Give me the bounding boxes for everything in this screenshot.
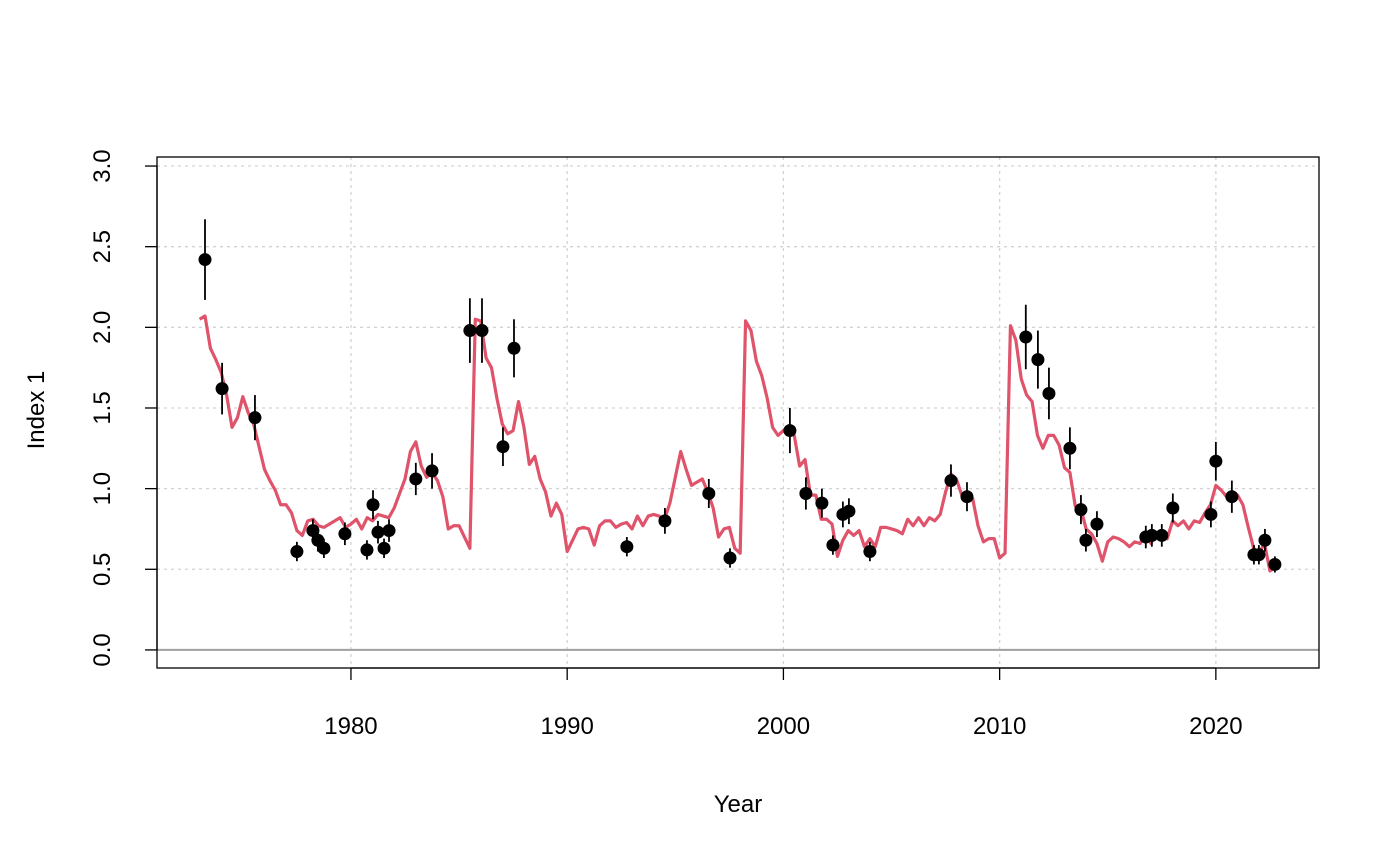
- data-point: [1268, 557, 1282, 571]
- data-point: [1204, 507, 1218, 521]
- data-point: [1031, 353, 1045, 367]
- data-point: [702, 486, 716, 500]
- x-tick-label: 2010: [973, 713, 1026, 740]
- data-point: [371, 525, 385, 539]
- data-point: [215, 382, 229, 396]
- y-tick-label: 1.5: [89, 391, 116, 424]
- data-point: [1225, 490, 1239, 504]
- data-point: [944, 474, 958, 488]
- data-point: [1145, 528, 1159, 542]
- data-point: [1166, 501, 1180, 515]
- x-tick-label: 2020: [1189, 713, 1242, 740]
- data-point: [1042, 386, 1056, 400]
- data-point: [1155, 528, 1169, 542]
- data-point: [463, 324, 477, 338]
- data-point: [317, 541, 331, 555]
- data-point: [826, 538, 840, 552]
- x-axis-label: Year: [714, 791, 763, 818]
- data-point: [382, 524, 396, 538]
- data-point: [425, 464, 439, 478]
- y-axis-label: Index 1: [23, 371, 50, 450]
- data-point: [1074, 503, 1088, 517]
- x-tick-label: 1990: [540, 713, 593, 740]
- data-point: [496, 440, 510, 454]
- data-point: [290, 545, 304, 559]
- data-point: [1019, 330, 1033, 344]
- y-tick-label: 3.0: [89, 149, 116, 182]
- y-tick-label: 0.0: [89, 633, 116, 666]
- data-point: [842, 504, 856, 518]
- data-point: [1252, 548, 1266, 562]
- data-point: [475, 324, 489, 338]
- data-point: [620, 540, 634, 554]
- y-tick-label: 0.5: [89, 553, 116, 586]
- data-point: [723, 551, 737, 565]
- data-point: [1209, 454, 1223, 468]
- data-point: [960, 490, 974, 504]
- plot-frame: [156, 156, 1320, 669]
- data-point: [338, 527, 352, 541]
- data-point: [815, 496, 829, 510]
- y-tick-label: 2.5: [89, 230, 116, 263]
- data-point: [658, 514, 672, 528]
- y-tick-label: 1.0: [89, 472, 116, 505]
- data-point: [1079, 533, 1093, 547]
- data-point: [409, 472, 423, 486]
- data-point: [1258, 533, 1272, 547]
- data-point: [783, 424, 797, 438]
- data-point: [248, 411, 262, 425]
- data-point: [377, 541, 391, 555]
- data-point: [863, 545, 877, 559]
- data-point: [366, 498, 380, 512]
- data-point: [198, 253, 212, 267]
- data-point: [360, 543, 374, 557]
- data-point: [1090, 517, 1104, 531]
- data-point: [507, 341, 521, 355]
- data-point: [799, 486, 813, 500]
- data-point: [306, 524, 320, 538]
- x-tick-label: 1980: [324, 713, 377, 740]
- data-point: [1063, 441, 1077, 455]
- x-tick-label: 2000: [757, 713, 810, 740]
- fitted-line: [198, 314, 1277, 573]
- y-tick-label: 2.0: [89, 311, 116, 344]
